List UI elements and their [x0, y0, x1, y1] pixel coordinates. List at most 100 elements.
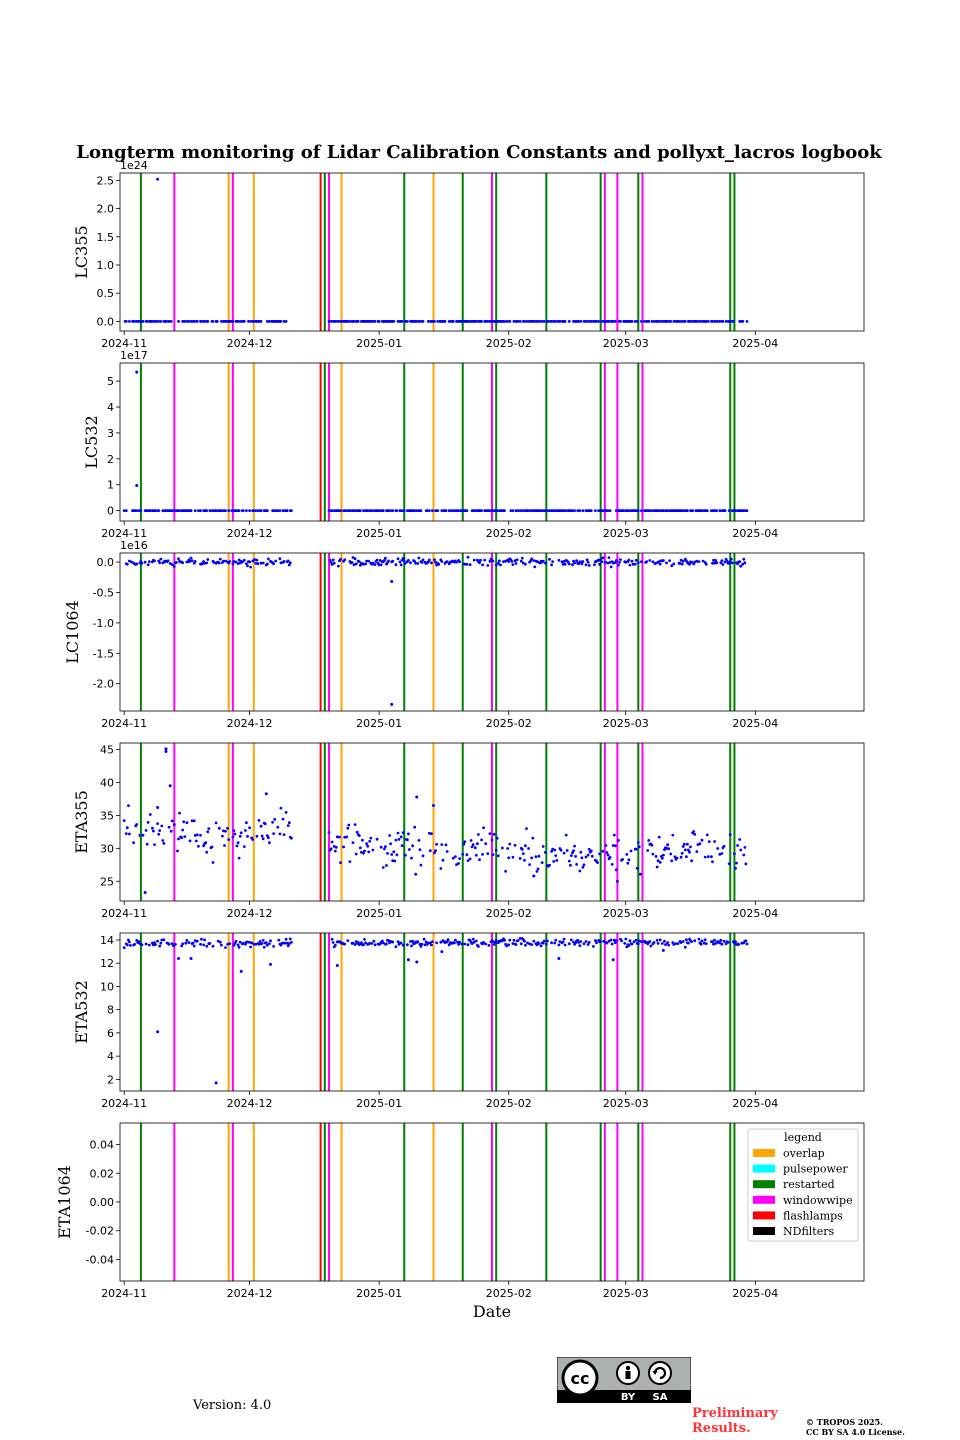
data-point	[416, 562, 420, 565]
data-point	[362, 851, 365, 855]
data-point	[447, 943, 451, 947]
data-point	[158, 829, 162, 832]
data-point	[228, 560, 232, 563]
data-point	[416, 940, 420, 943]
data-point	[167, 320, 171, 323]
data-point	[597, 558, 600, 562]
data-point	[272, 562, 275, 566]
data-point	[237, 945, 241, 949]
data-point	[704, 942, 708, 945]
data-point	[608, 560, 612, 564]
data-point	[700, 939, 704, 943]
data-point	[685, 855, 688, 859]
data-point	[212, 561, 216, 564]
data-point	[414, 872, 418, 876]
legend-entry-ndfilters: NDfilters	[783, 1225, 834, 1238]
data-point	[658, 938, 662, 942]
x-tick-label: 2025-03	[603, 717, 649, 730]
data-point	[587, 941, 591, 944]
data-point	[479, 558, 482, 562]
data-point	[430, 561, 433, 565]
panel-eta532: 2 4 6 8 10 12 14 2024-11 2024-12 2025-01 2025-02 20…	[72, 932, 865, 1110]
data-point	[444, 843, 448, 847]
data-point	[351, 841, 355, 844]
data-point	[577, 320, 581, 323]
data-point	[236, 320, 240, 323]
data-point	[447, 320, 451, 323]
data-point	[255, 834, 259, 838]
data-point	[614, 559, 618, 562]
data-point	[248, 941, 252, 944]
data-point	[460, 320, 464, 323]
data-point	[651, 852, 655, 856]
data-point	[210, 509, 214, 512]
data-point	[220, 320, 223, 323]
data-point	[701, 559, 705, 563]
y-tick-label: 4	[107, 1050, 114, 1063]
data-point	[424, 940, 428, 944]
data-point	[419, 863, 423, 867]
data-point	[334, 846, 338, 849]
data-point	[551, 560, 554, 563]
data-point	[563, 943, 567, 947]
data-point	[548, 863, 551, 867]
x-axis-label: Date	[473, 1302, 511, 1321]
data-point	[595, 320, 598, 323]
data-point	[127, 832, 131, 836]
data-point	[594, 939, 597, 942]
data-point	[175, 561, 178, 564]
data-point	[607, 320, 611, 323]
data-point	[135, 823, 139, 826]
data-point	[651, 560, 655, 564]
data-point	[523, 939, 526, 943]
legend-entry-restarted: restarted	[783, 1178, 835, 1191]
data-point	[577, 941, 581, 944]
data-point	[682, 842, 686, 846]
data-point	[487, 944, 491, 947]
data-point	[543, 561, 547, 565]
data-point	[189, 320, 193, 323]
data-point	[360, 941, 363, 945]
data-point	[345, 835, 349, 839]
data-point	[395, 509, 399, 512]
data-point	[474, 853, 478, 857]
data-point	[718, 320, 722, 323]
y-tick-label: 8	[107, 1004, 114, 1017]
data-point	[739, 564, 743, 568]
y-tick-label: -0.04	[86, 1253, 114, 1266]
data-point	[688, 562, 691, 566]
data-point	[613, 844, 617, 848]
data-point	[413, 825, 417, 829]
data-point	[391, 509, 395, 512]
data-point-outlier	[214, 1081, 218, 1085]
data-point	[284, 320, 288, 323]
data-point	[580, 856, 584, 860]
data-point	[214, 509, 218, 512]
data-point	[609, 565, 613, 569]
data-point	[445, 850, 449, 853]
data-point	[550, 320, 553, 323]
data-point	[697, 937, 701, 941]
data-point	[495, 836, 499, 840]
data-point	[385, 942, 388, 946]
data-point	[611, 320, 615, 323]
data-point	[466, 859, 470, 862]
data-point	[401, 557, 405, 560]
data-point	[148, 813, 152, 816]
data-point	[520, 509, 524, 512]
data-point	[718, 853, 722, 856]
data-point	[700, 838, 704, 842]
legend-swatch-ndfilters	[753, 1227, 775, 1235]
x-tick-label: 2025-02	[486, 337, 532, 350]
data-point	[189, 556, 193, 560]
data-point	[501, 846, 504, 850]
data-point	[667, 847, 670, 851]
data-point	[685, 938, 688, 942]
data-point	[136, 509, 140, 512]
data-point	[579, 850, 583, 854]
data-point	[704, 562, 708, 566]
data-point	[480, 509, 483, 512]
preliminary-notice: Preliminary Results.	[692, 1406, 802, 1436]
